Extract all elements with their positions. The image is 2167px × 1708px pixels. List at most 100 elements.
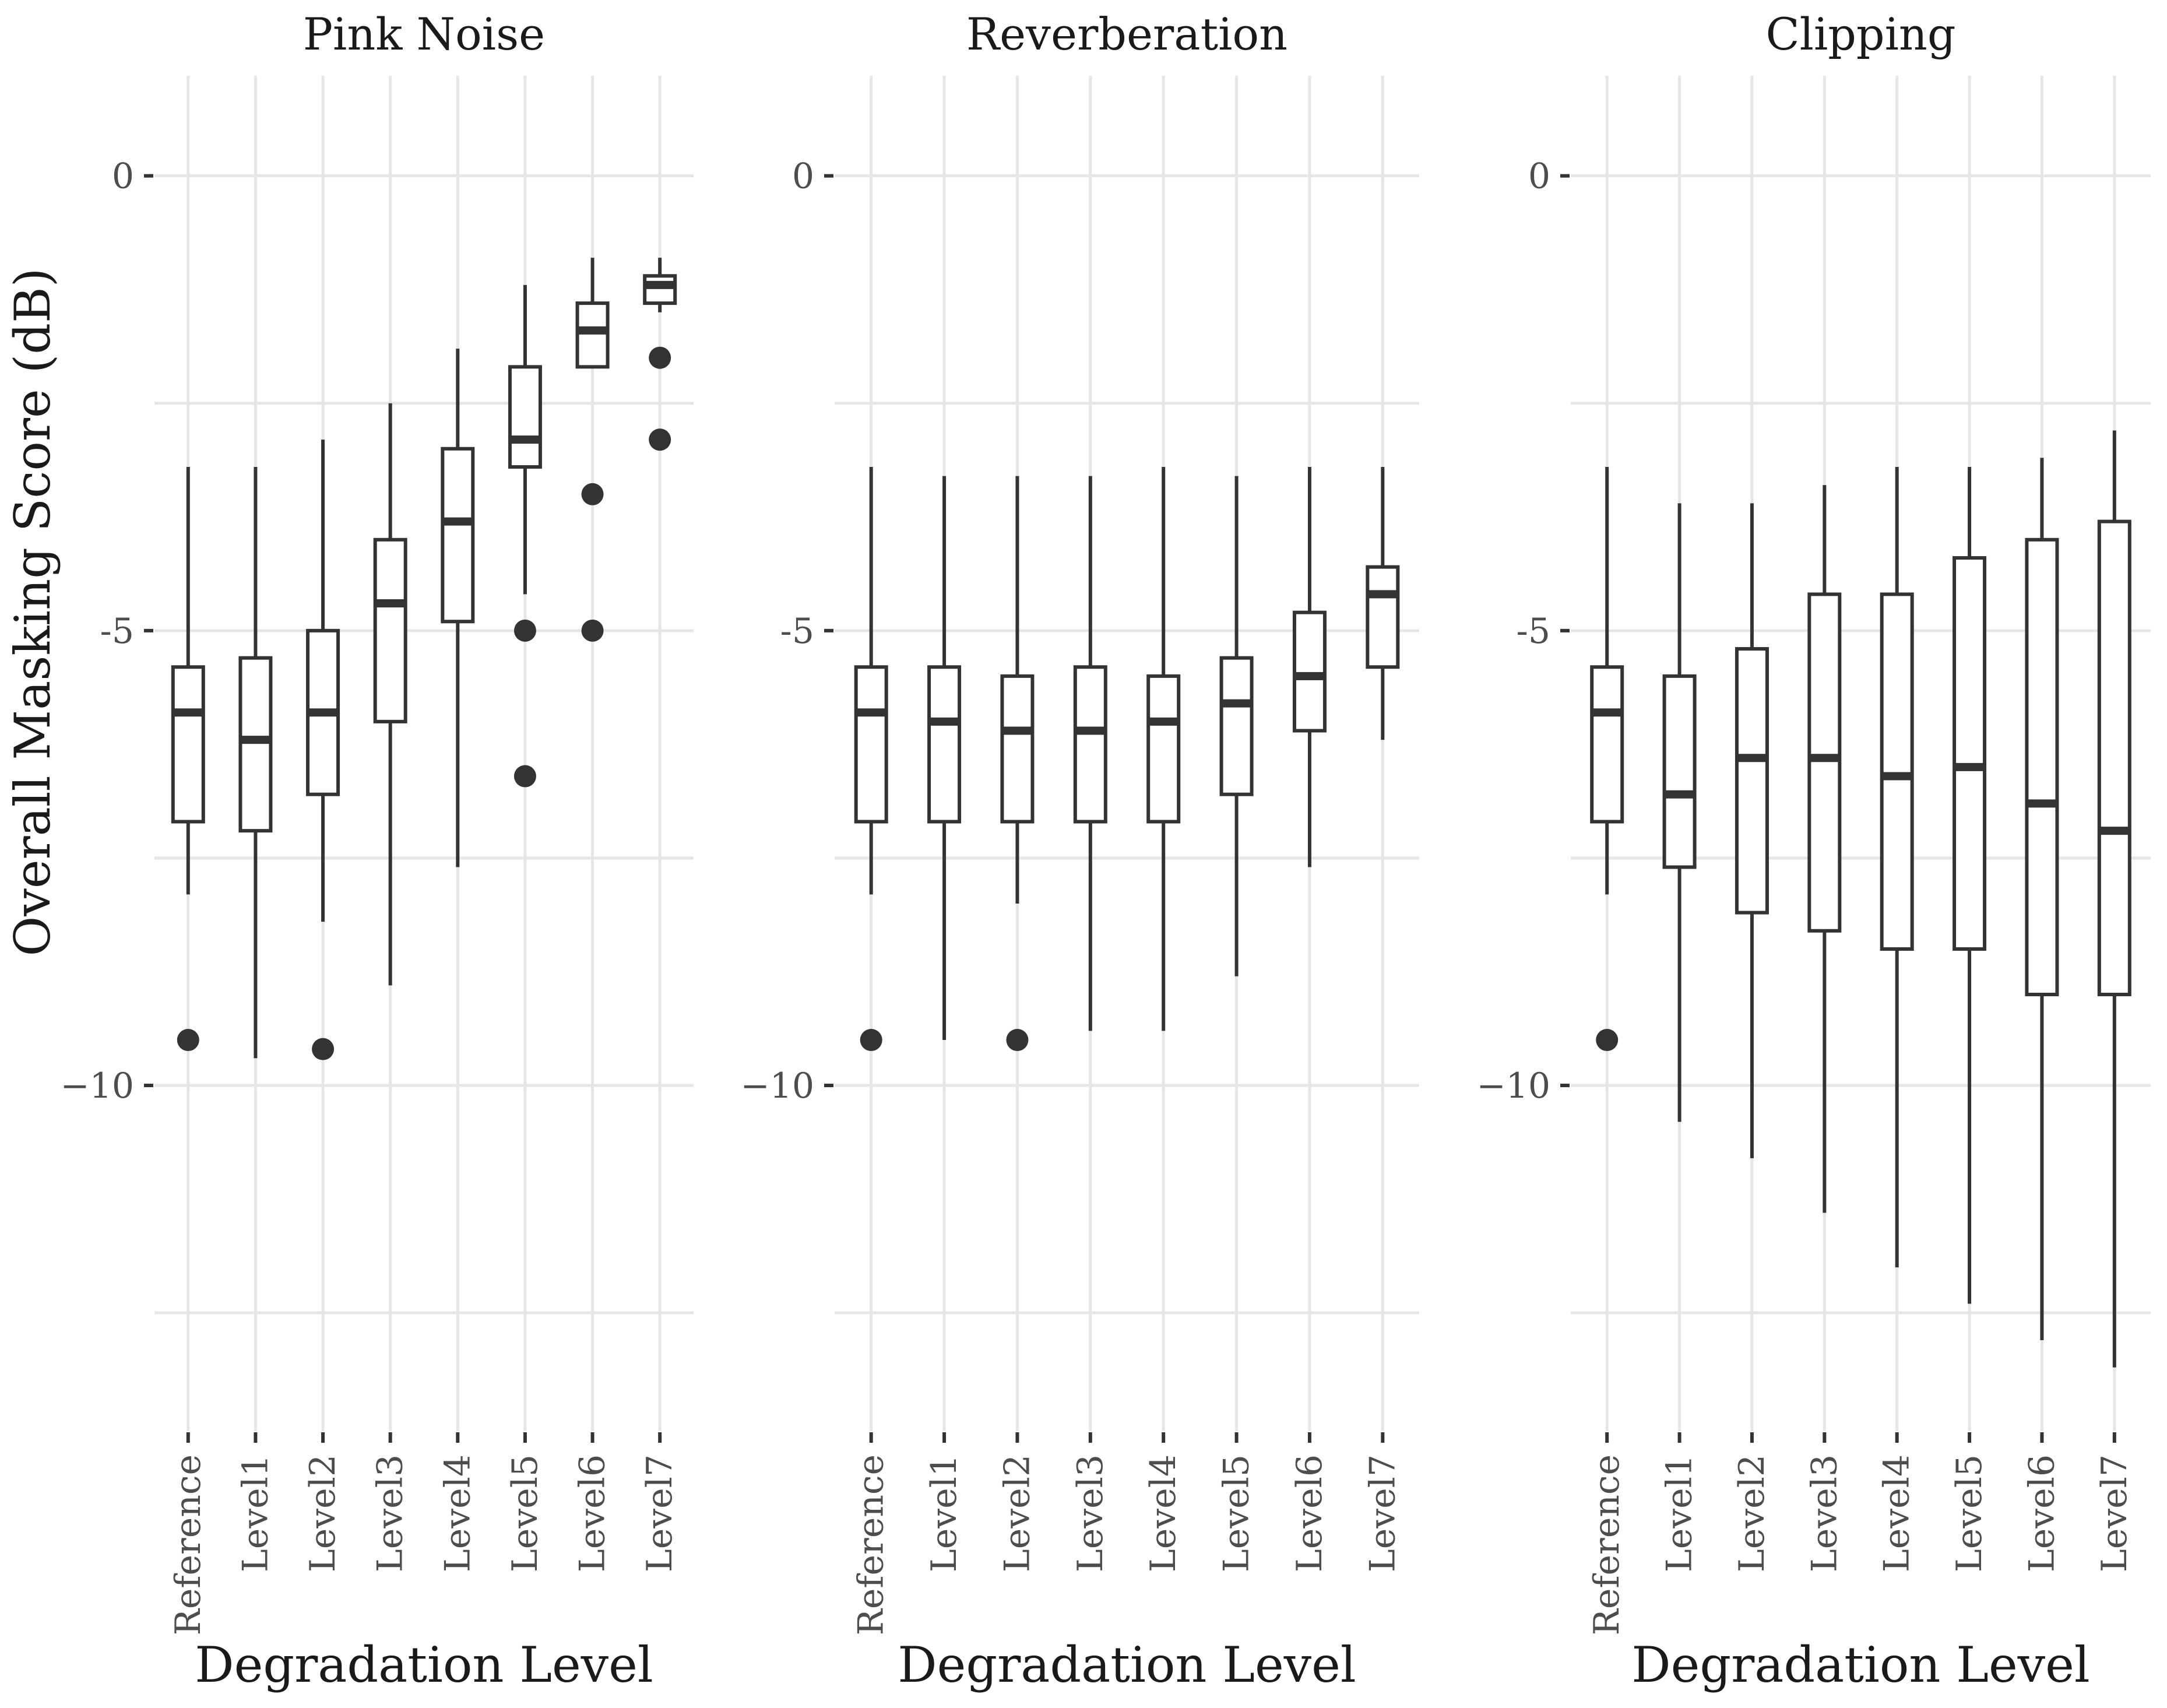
outlier-point <box>513 765 536 788</box>
iqr-box <box>171 665 205 824</box>
x-tick-label: Reference <box>1586 1454 1627 1635</box>
x-tick-label: Level5 <box>505 1454 546 1572</box>
box-level7 <box>643 258 677 451</box>
box-reference <box>854 466 888 1052</box>
box-level1 <box>238 466 273 1059</box>
box-level6 <box>1292 466 1327 867</box>
iqr-box <box>1590 665 1624 824</box>
iqr-box <box>1219 656 1254 796</box>
y-axis-title: Overall Masking Score (dB) <box>4 268 61 956</box>
panel-reverberation: 0 -5 −10 Reference Level1 Level2 Level3 Level4 L… <box>740 8 1419 1693</box>
panel-clipping: 0 -5 −10 Reference Level1 Level2 Level3 Level4 L… <box>1476 8 2151 1693</box>
y-tick-label: 0 <box>792 156 814 197</box>
outlier-point <box>1006 1029 1029 1052</box>
iqr-box <box>441 447 475 624</box>
iqr-box <box>1146 674 1181 824</box>
x-tick-label: Level3 <box>1070 1454 1111 1572</box>
x-tick-label: Level1 <box>235 1454 276 1572</box>
outlier-point <box>581 619 604 642</box>
outlier-point <box>312 1038 335 1060</box>
iqr-box <box>2025 537 2059 997</box>
x-tick-label: Level6 <box>2021 1454 2062 1572</box>
iqr-box <box>643 274 677 305</box>
iqr-box <box>1735 647 1769 915</box>
box-level4 <box>1880 466 1914 1268</box>
x-tick-label: Level7 <box>2094 1454 2135 1572</box>
x-tick-label: Level7 <box>1362 1454 1403 1572</box>
outlier-point <box>860 1029 882 1052</box>
facet-title: Reverberation <box>966 8 1287 60</box>
x-tick-label: Level5 <box>1949 1454 1990 1572</box>
outlier-point <box>177 1029 199 1052</box>
x-tick-label: Level1 <box>924 1454 965 1572</box>
box-level3 <box>1807 485 1842 1213</box>
x-tick-label: Reference <box>851 1454 892 1635</box>
x-tick-label: Level4 <box>437 1454 478 1572</box>
box-level7 <box>2097 430 2131 1368</box>
outlier-point <box>581 483 604 505</box>
iqr-box <box>854 665 888 824</box>
box-level2 <box>1000 476 1035 1052</box>
box-level5 <box>1219 476 1254 976</box>
x-tick-label: Level6 <box>1289 1454 1330 1572</box>
box-level2 <box>306 440 340 1060</box>
panel-pink-noise: 0 -5 −10 Reference Level1 Level2 Level3 Level4 L… <box>60 8 694 1693</box>
x-tick-label: Level5 <box>1216 1454 1257 1572</box>
box-level3 <box>373 403 407 986</box>
box-level6 <box>575 258 610 642</box>
iqr-box <box>1073 665 1107 824</box>
box-level1 <box>927 476 962 1041</box>
iqr-box <box>1807 592 1842 933</box>
outlier-point <box>649 428 671 451</box>
iqr-box <box>1880 592 1914 951</box>
box-level7 <box>1366 466 1400 740</box>
x-tick-label: Level4 <box>1143 1454 1184 1572</box>
iqr-box <box>575 301 610 369</box>
y-tick-label: -5 <box>1517 611 1550 652</box>
x-axis-title: Degradation Level <box>898 1636 1356 1693</box>
box-level1 <box>1662 503 1697 1122</box>
box-level5 <box>508 284 542 788</box>
box-level3 <box>1073 476 1107 1031</box>
iqr-box <box>2097 519 2131 997</box>
outlier-point <box>1596 1029 1619 1052</box>
box-level4 <box>1146 466 1181 1031</box>
plot-layer: 0 -5 −10 Reference Level1 Level2 Level3 Level4 L… <box>60 8 2151 1693</box>
y-tick-label: −10 <box>1476 1066 1550 1106</box>
x-tick-label: Reference <box>168 1454 209 1635</box>
x-tick-label: Level3 <box>370 1454 411 1572</box>
box-reference <box>171 466 205 1052</box>
x-axis-title: Degradation Level <box>195 1636 653 1693</box>
iqr-box <box>508 365 542 469</box>
y-tick-label: −10 <box>740 1066 814 1106</box>
y-tick-label: −10 <box>60 1066 134 1106</box>
iqr-box <box>1292 610 1327 733</box>
outlier-point <box>513 619 536 642</box>
y-tick-label: 0 <box>1528 156 1550 197</box>
box-level4 <box>441 349 475 867</box>
iqr-box <box>373 537 407 723</box>
x-tick-label: Level1 <box>1659 1454 1700 1572</box>
box-level6 <box>2025 458 2059 1340</box>
x-tick-label: Level2 <box>302 1454 343 1572</box>
x-tick-label: Level2 <box>1732 1454 1772 1572</box>
x-tick-label: Level4 <box>1877 1454 1918 1572</box>
iqr-box <box>238 656 273 833</box>
iqr-box <box>1953 556 1987 951</box>
y-tick-label: 0 <box>112 156 134 197</box>
x-tick-label: Level7 <box>639 1454 680 1572</box>
x-tick-label: Level6 <box>572 1454 613 1572</box>
facet-title: Clipping <box>1766 8 1956 60</box>
box-level5 <box>1953 466 1987 1304</box>
iqr-box <box>927 665 962 824</box>
x-tick-label: Level3 <box>1804 1454 1845 1572</box>
box-level2 <box>1735 503 1769 1158</box>
iqr-box <box>1662 674 1697 869</box>
y-tick-label: -5 <box>780 611 814 652</box>
iqr-box <box>1366 565 1400 669</box>
outlier-point <box>649 346 671 369</box>
iqr-box <box>1000 674 1035 824</box>
facet-title: Pink Noise <box>303 8 545 60</box>
